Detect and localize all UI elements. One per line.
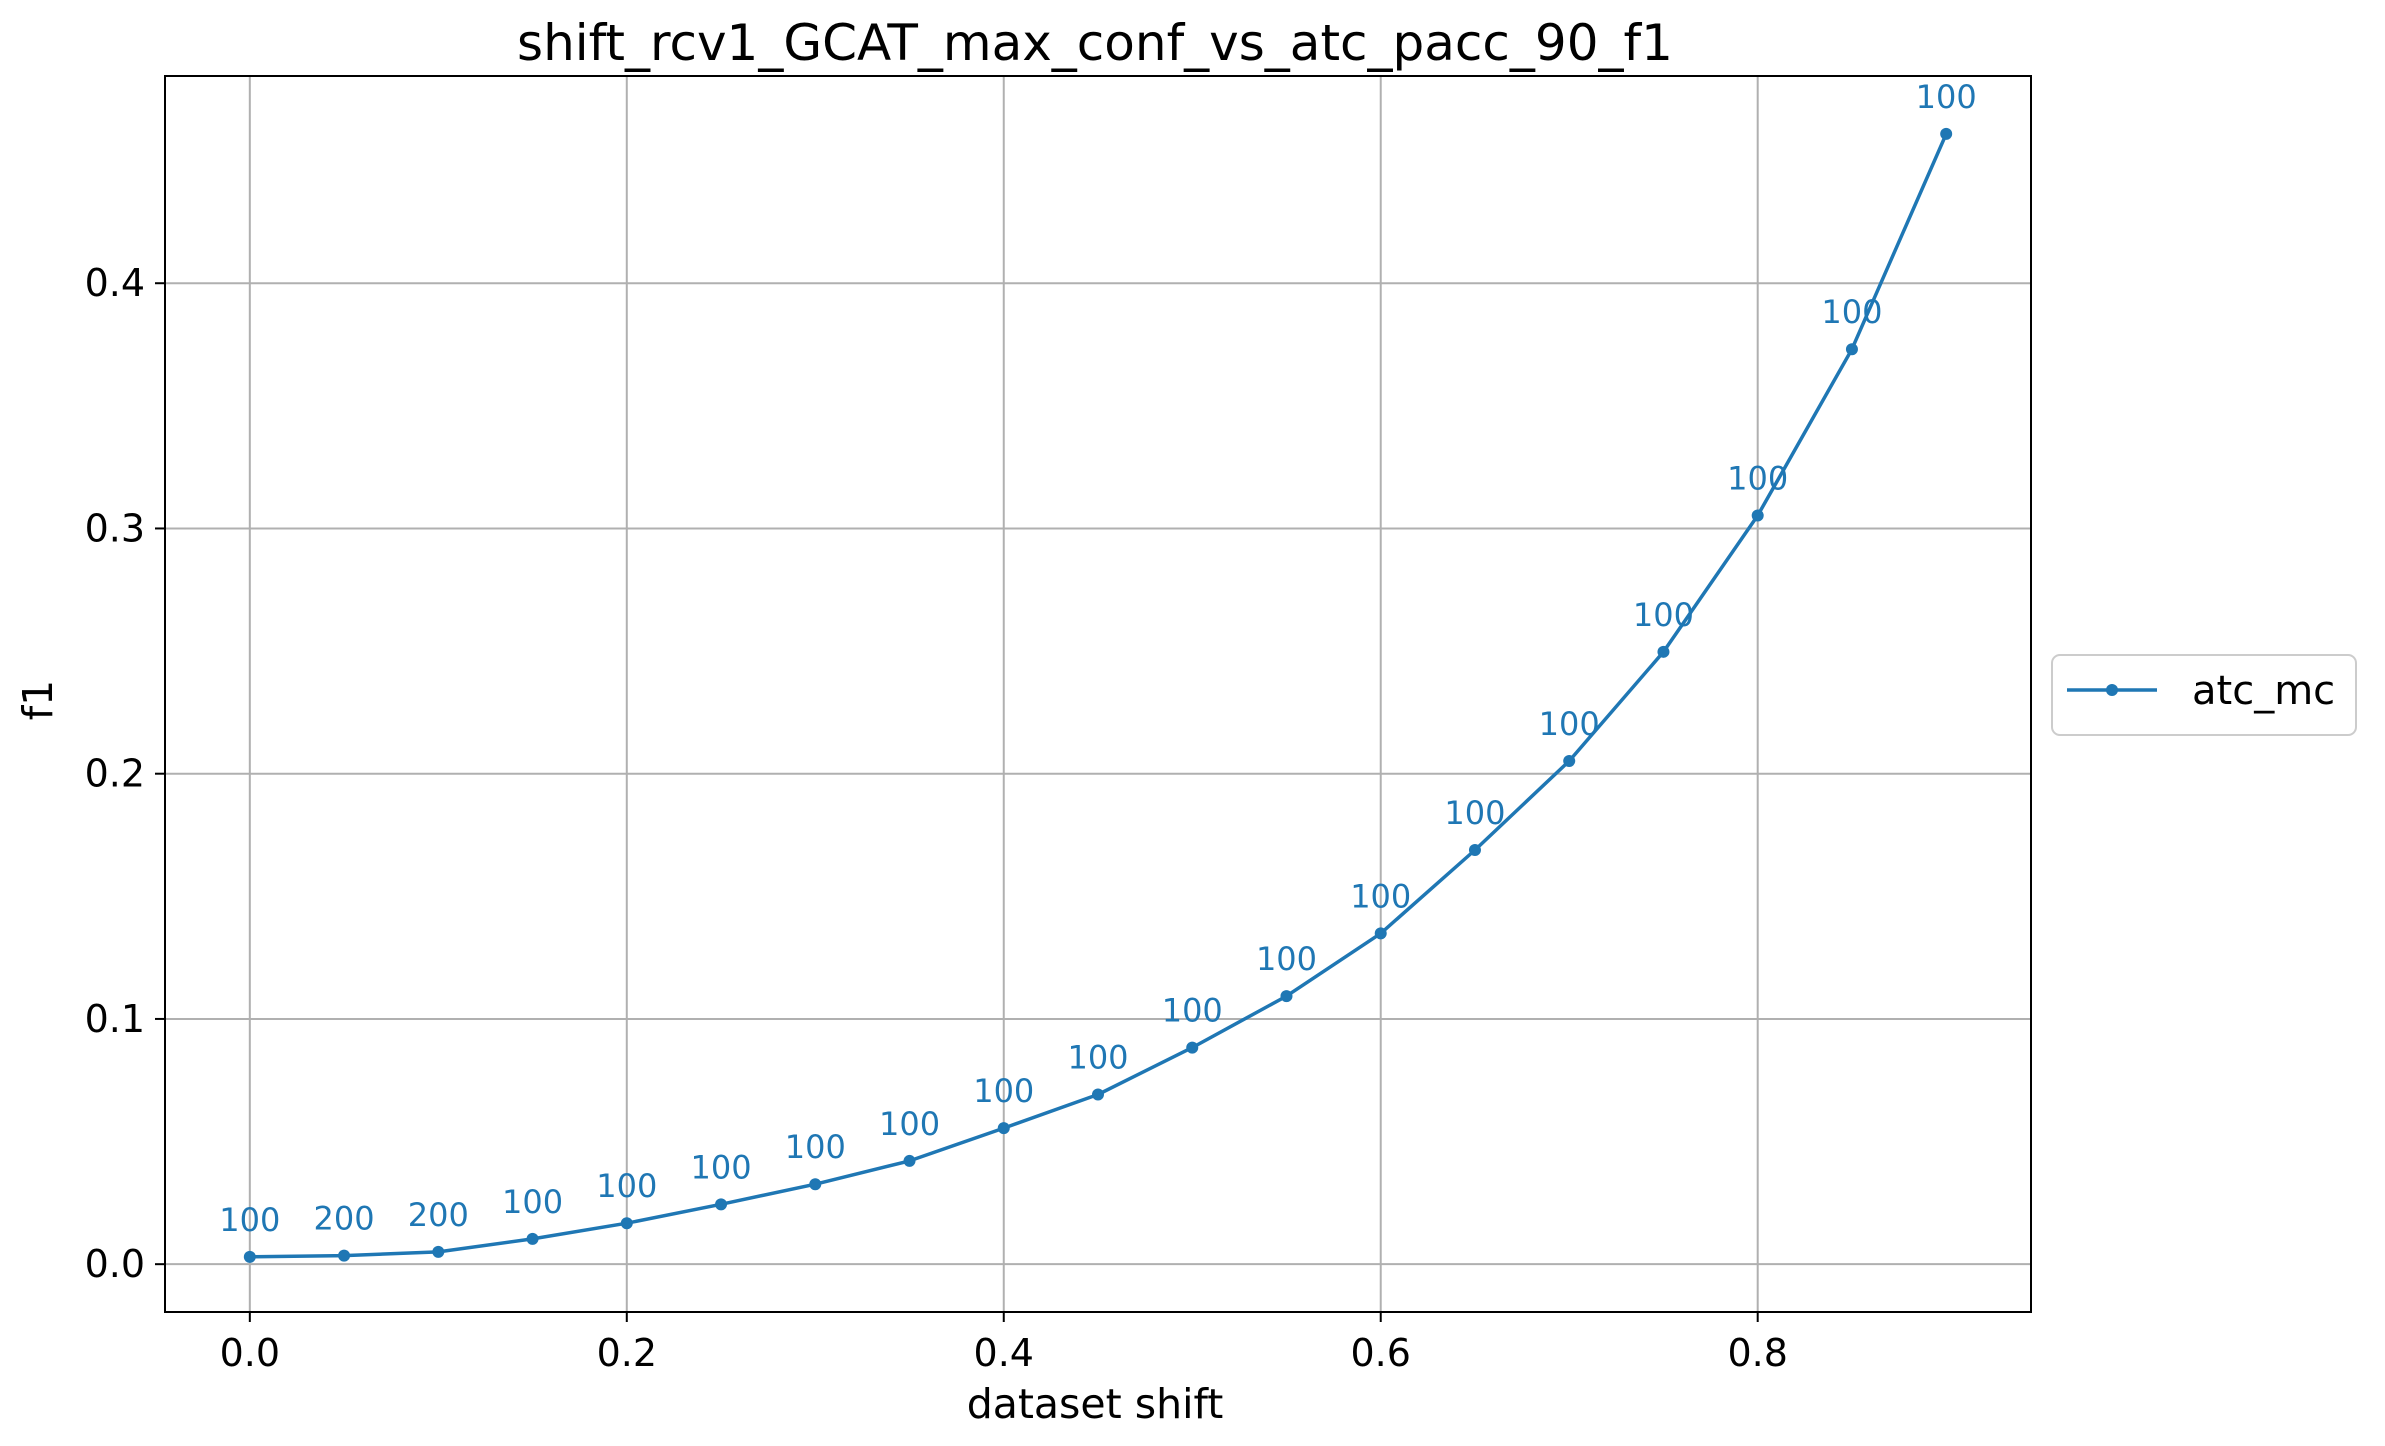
data-label: 100 <box>1350 877 1411 915</box>
legend-swatch-marker <box>2106 684 2118 696</box>
data-label: 100 <box>1162 992 1223 1030</box>
data-point <box>1657 645 1670 658</box>
data-point <box>1563 754 1576 767</box>
data-label: 100 <box>1727 459 1788 497</box>
series-markers <box>243 127 1953 1263</box>
y-tick-label: 0.2 <box>85 752 145 796</box>
data-point <box>432 1245 445 1258</box>
data-label: 100 <box>1633 596 1694 634</box>
data-label: 100 <box>1821 293 1882 331</box>
y-tick-label: 0.1 <box>85 997 145 1041</box>
data-point <box>1186 1041 1199 1054</box>
y-axis-label: f1 <box>14 680 62 721</box>
x-axis-label: dataset shift <box>967 1380 1224 1428</box>
data-label: 100 <box>219 1201 280 1239</box>
data-point <box>1751 509 1764 522</box>
data-label: 100 <box>785 1128 846 1166</box>
data-label: 100 <box>973 1072 1034 1110</box>
data-point <box>1940 127 1953 140</box>
data-label: 100 <box>502 1183 563 1221</box>
data-point <box>243 1250 256 1263</box>
grid <box>165 76 2031 1312</box>
x-axis-ticks: 0.0 0.2 0.4 0.6 0.8 <box>220 1312 1788 1375</box>
data-point <box>338 1249 351 1262</box>
data-point <box>1092 1088 1104 1101</box>
data-label: 100 <box>596 1167 657 1205</box>
data-point <box>903 1154 916 1167</box>
y-tick-label: 0.3 <box>85 506 145 550</box>
data-label: 100 <box>1067 1038 1128 1076</box>
data-point <box>1280 990 1293 1003</box>
y-tick-label: 0.0 <box>85 1242 145 1286</box>
data-point <box>1468 843 1481 856</box>
data-point <box>809 1178 822 1191</box>
data-label: 100 <box>879 1105 940 1143</box>
data-label: 100 <box>1539 705 1600 743</box>
data-labels: 100 200 200 100 100 100 100 100 100 100 100 100 100 1… <box>219 78 1976 1239</box>
data-label: 200 <box>408 1196 469 1234</box>
data-point <box>1374 927 1387 940</box>
data-label: 200 <box>314 1200 375 1238</box>
chart-title: shift_rcv1_GCAT_max_conf_vs_atc_pacc_90_… <box>517 14 1673 72</box>
x-tick-label: 0.0 <box>220 1331 280 1375</box>
data-label: 100 <box>1444 794 1505 832</box>
legend: atc_mc <box>2051 654 2357 736</box>
legend-label-atc-mc: atc_mc <box>2192 668 2335 714</box>
y-axis-ticks: 0.0 0.1 0.2 0.3 0.4 <box>85 261 165 1286</box>
data-point <box>997 1122 1010 1135</box>
data-point <box>526 1232 539 1245</box>
plot-area-frame <box>164 75 2032 1313</box>
data-label: 100 <box>690 1148 751 1186</box>
y-tick-label: 0.4 <box>85 261 145 305</box>
legend-frame <box>2051 654 2357 736</box>
x-tick-label: 0.6 <box>1351 1331 1411 1375</box>
data-label: 100 <box>1256 940 1317 978</box>
data-point <box>1845 343 1858 356</box>
x-tick-label: 0.8 <box>1727 1331 1787 1375</box>
data-point <box>715 1198 728 1211</box>
data-label: 100 <box>1916 78 1977 116</box>
x-tick-label: 0.4 <box>974 1331 1034 1375</box>
x-tick-label: 0.2 <box>597 1331 657 1375</box>
data-point <box>620 1217 633 1230</box>
